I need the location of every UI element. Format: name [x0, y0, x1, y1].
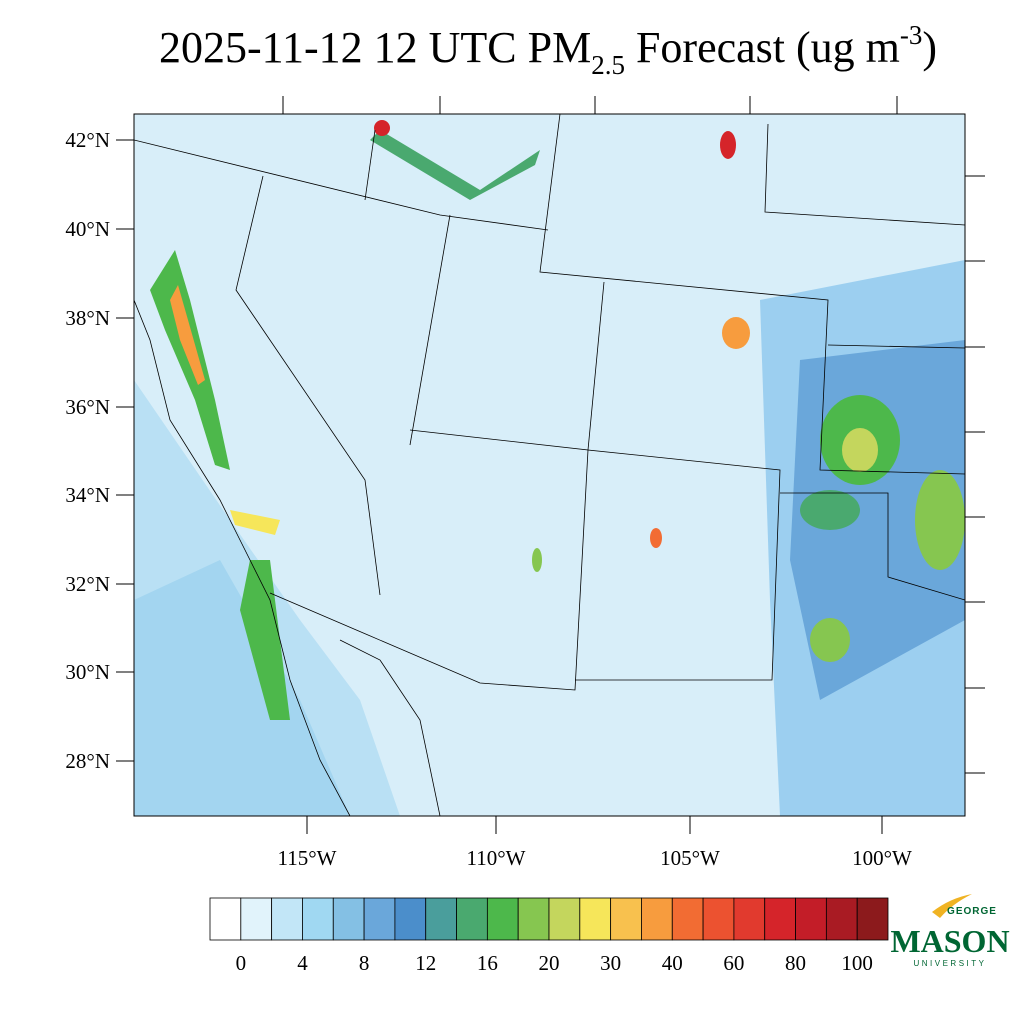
colorbar-box	[240, 897, 273, 941]
colorbar-box	[332, 897, 365, 941]
plume	[800, 490, 860, 530]
lon-labels: 115°W 110°W 105°W 100°W	[278, 846, 913, 870]
plume	[374, 120, 390, 136]
plume	[810, 618, 850, 662]
colorbar-box	[610, 897, 642, 941]
plume	[720, 131, 736, 159]
ocean-field	[134, 560, 350, 816]
lat-label: 36°N	[65, 395, 110, 419]
colorbar-box	[209, 897, 242, 941]
lon-label: 110°W	[467, 846, 526, 870]
lat-label: 32°N	[65, 572, 110, 596]
lon-label: 100°W	[852, 846, 912, 870]
title-subscript: 2.5	[591, 50, 625, 80]
colorbar-label: 8	[359, 951, 370, 975]
title-main: 2025-11-12 12 UTC PM	[159, 23, 591, 72]
colorbar-box	[733, 897, 766, 941]
plume	[170, 285, 205, 385]
plume	[532, 548, 542, 572]
title-end: )	[922, 23, 937, 72]
lat-label: 38°N	[65, 306, 110, 330]
logo-main: MASON	[890, 923, 1009, 959]
logo-swoosh	[932, 894, 972, 918]
colorbar-label: 30	[600, 951, 621, 975]
colorbar-box	[486, 897, 519, 941]
colorbar-box	[456, 897, 488, 941]
colorbar-label: 40	[662, 951, 683, 975]
colorbar-box	[641, 897, 673, 941]
colorbar-label: 4	[297, 951, 308, 975]
lat-label: 40°N	[65, 217, 110, 241]
colorbar-box	[579, 897, 612, 941]
plume	[842, 428, 878, 472]
colorbar-box	[856, 897, 889, 941]
colorbar-label: 0	[236, 951, 247, 975]
colorbar-box	[825, 897, 858, 941]
title-rest: Forecast (ug m	[625, 23, 900, 72]
plume	[650, 528, 662, 548]
colorbar-box	[671, 897, 704, 941]
plume	[722, 317, 750, 349]
colorbar-box	[548, 897, 581, 941]
logo: GEORGE MASON UNIVERSITY	[890, 894, 1010, 968]
lat-label: 34°N	[65, 483, 110, 507]
title-superscript: -3	[900, 20, 923, 50]
map-frame	[133, 113, 966, 817]
colorbar-label: 80	[785, 951, 806, 975]
colorbar-box	[764, 897, 796, 941]
title: 2025-11-12 12 UTC PM2.5 Forecast (ug m-3…	[159, 20, 937, 80]
colorbar-label: 16	[477, 951, 498, 975]
logo-top: GEORGE	[947, 906, 997, 917]
plume	[240, 560, 290, 720]
state-borders	[134, 114, 965, 816]
map-ticks	[116, 96, 985, 834]
lon-label: 115°W	[278, 846, 337, 870]
colorbar-box	[302, 897, 334, 941]
colorbar-label: 12	[415, 951, 436, 975]
colorbar-label: 60	[723, 951, 744, 975]
lon-label: 105°W	[660, 846, 720, 870]
colorbar-box	[271, 897, 303, 941]
lat-labels: 42°N 40°N 38°N 36°N 34°N 32°N 30°N 28°N	[65, 128, 110, 773]
colorbar-label: 100	[841, 951, 873, 975]
logo-bottom: UNIVERSITY	[913, 959, 986, 968]
plume	[915, 470, 965, 570]
lat-label: 30°N	[65, 660, 110, 684]
colorbar-box	[363, 897, 396, 941]
plume	[370, 130, 540, 200]
colorbar: 0 4 8 12 16 20 30 40 60 80 100	[209, 897, 889, 975]
lat-label: 28°N	[65, 749, 110, 773]
colorbar-label: 20	[539, 951, 560, 975]
colorbar-box	[425, 897, 457, 941]
colorbar-box	[702, 897, 735, 941]
map: 42°N40°N38°N36°N34°N32°N30°N28°N 115°W 11…	[65, 96, 985, 870]
colorbar-box	[394, 897, 427, 941]
lat-label: 42°N	[65, 128, 110, 152]
plume	[230, 510, 280, 535]
colorbar-box	[795, 897, 827, 941]
colorbar-box	[517, 897, 550, 941]
